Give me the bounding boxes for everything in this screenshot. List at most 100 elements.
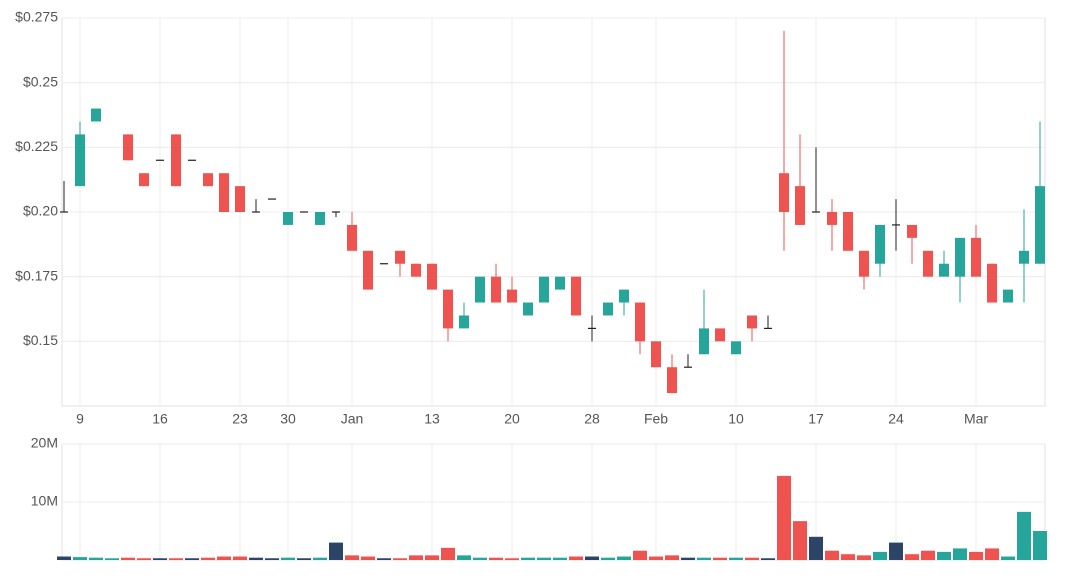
volume-bar [761,558,775,560]
volume-bar [217,556,231,560]
candle-body [459,315,469,329]
candle-body [411,263,421,277]
volume-bar [345,555,359,560]
x-tick-label: 13 [424,411,440,427]
x-tick-label: Feb [644,411,668,427]
candle-body [667,367,677,394]
volume-bar [505,558,519,560]
volume-bar [921,550,935,560]
x-tick-label: Jan [341,411,364,427]
volume-bar [73,557,87,560]
volume-bar [489,557,503,560]
candle-body [171,134,181,187]
candle-body [731,341,741,355]
volume-bar [137,558,151,560]
x-tick-label: 24 [888,411,904,427]
candle-body [203,173,213,187]
volume-bar [441,547,455,560]
volume-bar [697,557,711,560]
x-tick-label: 23 [232,411,248,427]
volume-bar [265,558,279,560]
y-tick-label: 20M [31,435,58,451]
candle-body [971,237,981,277]
volume-bar [905,554,919,560]
volume-bar [889,542,903,560]
volume-bar [809,536,823,560]
volume-bar [457,555,471,560]
candle-body [603,302,613,316]
y-tick-label: $0.225 [15,138,58,154]
candle-body [651,341,661,368]
volume-bar [985,548,999,560]
candle-body [907,224,917,238]
candle-body [123,134,133,161]
volume-bar [281,557,295,560]
candle-body [1003,289,1013,303]
candle-body [747,315,757,329]
volume-bar [329,542,343,560]
candle-body [475,276,485,303]
volume-bar [617,556,631,560]
candle-body [235,186,245,212]
candle-body [1035,186,1045,264]
volume-bar [649,556,663,560]
volume-bar [777,475,791,560]
volume-bar [729,557,743,560]
candle-body [91,108,101,122]
volume-bar [57,556,71,560]
y-tick-label: $0.275 [15,9,58,25]
volume-bar [377,558,391,560]
volume-bar [665,555,679,560]
x-tick-label: 10 [728,411,744,427]
candle-body [283,212,293,225]
candle-body [635,302,645,342]
volume-bar [969,551,983,560]
x-tick-label: 30 [280,411,296,427]
volume-bar [521,557,535,560]
candle-body [491,276,501,303]
volume-bar [1001,556,1015,560]
volume-bar [1033,531,1047,560]
candle-body [315,212,325,225]
y-tick-label: $0.175 [15,267,58,283]
y-tick-label: $0.15 [23,332,58,348]
candle-body [939,263,949,277]
candle-body [443,289,453,329]
volume-bar [569,556,583,560]
volume-bar [601,557,615,560]
volume-bar [249,557,263,560]
candle-body [1019,250,1029,264]
x-tick-label: Mar [964,411,988,427]
volume-bar [297,558,311,560]
volume-bar [585,556,599,560]
volume-bar [233,556,247,560]
candle-body [523,302,533,316]
volume-bar [825,550,839,560]
volume-bar [121,557,135,560]
y-tick-label: $0.20 [23,203,58,219]
volume-bar [425,555,439,560]
candle-body [139,173,149,187]
candle-body [795,186,805,225]
volume-bar [393,558,407,560]
x-tick-label: 20 [504,411,520,427]
x-tick-label: 17 [808,411,824,427]
candle-body [859,250,869,277]
x-tick-label: 9 [76,411,84,427]
volume-bar [633,550,647,560]
candle-body [779,173,789,212]
volume-bar [1017,511,1031,560]
volume-bar [105,558,119,560]
candle-body [507,289,517,303]
volume-bar [361,556,375,560]
candle-body [875,224,885,264]
volume-bar [713,557,727,560]
candle-body [363,250,373,290]
volume-bar [553,557,567,560]
x-tick-label: 16 [152,411,168,427]
volume-bar [201,557,215,560]
volume-bar [185,558,199,560]
candle-body [347,224,357,251]
candle-body [427,263,437,290]
volume-bar [953,548,967,560]
